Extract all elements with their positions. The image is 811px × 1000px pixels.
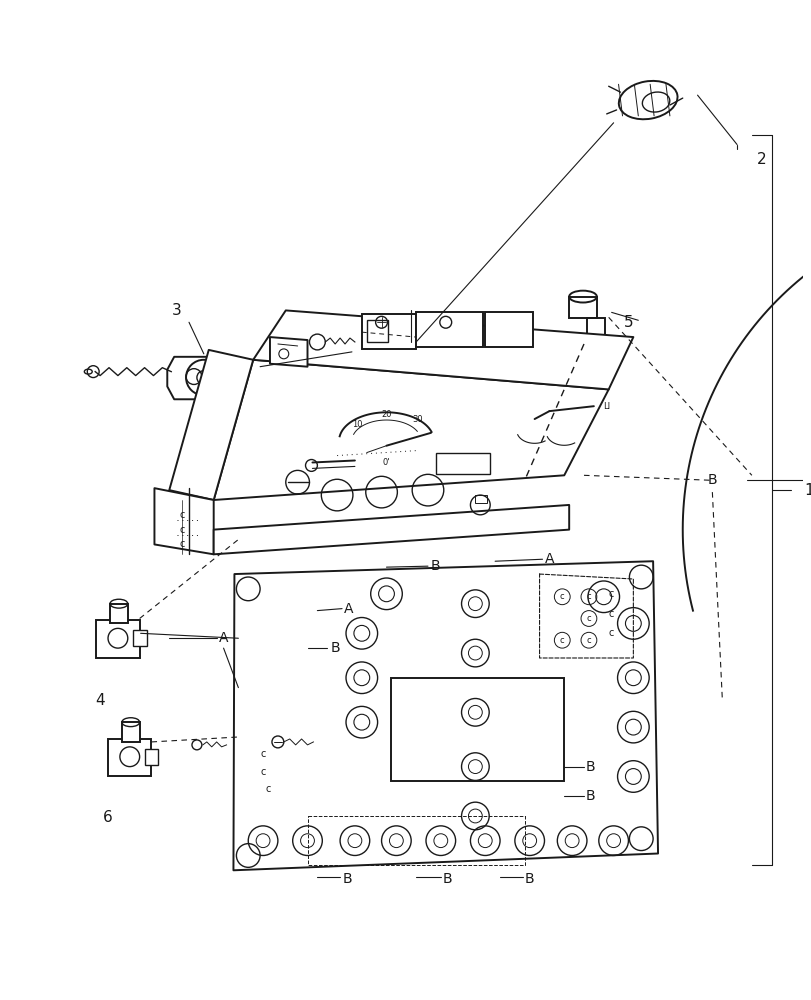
Polygon shape — [233, 561, 657, 870]
Bar — [485, 312, 532, 347]
Text: c: c — [260, 767, 265, 777]
Bar — [132, 630, 146, 646]
Text: B: B — [431, 559, 440, 573]
Text: c: c — [179, 525, 185, 535]
Bar — [474, 495, 487, 503]
Text: c: c — [608, 609, 614, 619]
Polygon shape — [213, 360, 608, 500]
Bar — [362, 314, 415, 349]
Text: B: B — [341, 872, 351, 886]
Text: c: c — [586, 614, 590, 623]
Text: c: c — [179, 539, 185, 549]
Bar — [122, 722, 139, 742]
Text: 2: 2 — [756, 152, 766, 167]
Polygon shape — [154, 488, 213, 554]
Text: B: B — [586, 789, 595, 803]
Text: 10: 10 — [351, 420, 362, 429]
Text: 3: 3 — [172, 303, 182, 318]
Text: 6: 6 — [103, 810, 113, 825]
Text: 1: 1 — [804, 483, 811, 498]
Text: B: B — [330, 641, 340, 655]
Text: A: A — [544, 552, 553, 566]
Text: A: A — [344, 602, 354, 616]
Text: 4: 4 — [95, 693, 105, 708]
Bar — [391, 678, 564, 781]
Text: A: A — [218, 631, 228, 645]
Polygon shape — [269, 337, 307, 367]
Bar — [108, 739, 152, 776]
Text: B: B — [442, 872, 452, 886]
Text: c: c — [260, 749, 265, 759]
Text: 5: 5 — [623, 315, 633, 330]
Text: 0': 0' — [382, 458, 390, 467]
Text: c: c — [586, 592, 590, 601]
Bar — [96, 620, 139, 658]
Bar — [307, 816, 524, 865]
Text: c: c — [265, 784, 270, 794]
Text: B: B — [706, 473, 716, 487]
Polygon shape — [253, 310, 633, 389]
Text: LI: LI — [603, 402, 610, 411]
Text: c: c — [586, 636, 590, 645]
Text: c: c — [608, 589, 614, 599]
Bar — [569, 297, 596, 318]
Bar — [109, 604, 127, 623]
Text: 20: 20 — [381, 410, 391, 419]
Polygon shape — [213, 505, 569, 554]
Bar — [367, 320, 388, 342]
Text: c: c — [560, 636, 564, 645]
Text: B: B — [586, 760, 595, 774]
Bar — [144, 749, 158, 765]
Text: 30: 30 — [411, 415, 422, 424]
Polygon shape — [169, 350, 253, 500]
Bar — [586, 318, 604, 343]
Bar — [415, 312, 483, 347]
Text: B: B — [524, 872, 534, 886]
Text: c: c — [608, 628, 614, 638]
Text: c: c — [560, 592, 564, 601]
Text: c: c — [179, 510, 185, 520]
Bar — [436, 453, 490, 474]
